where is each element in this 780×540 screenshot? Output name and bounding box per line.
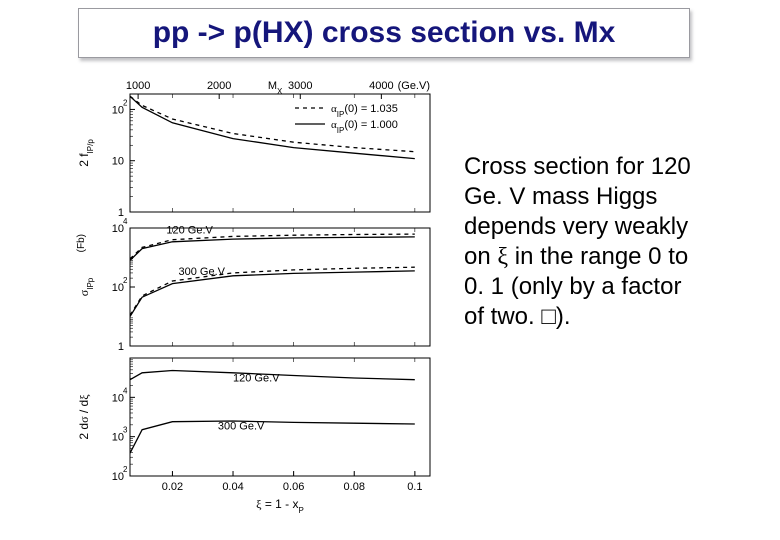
svg-text:0.1: 0.1 bbox=[407, 481, 422, 493]
svg-text:σIPp: σIPp bbox=[77, 277, 95, 296]
svg-text:1000: 1000 bbox=[126, 80, 150, 92]
svg-text:0.06: 0.06 bbox=[283, 481, 304, 493]
svg-text:2: 2 bbox=[123, 98, 128, 107]
expl-line5: 0. 1 (only by a factor bbox=[464, 273, 681, 300]
svg-text:αIP(0) = 1.000: αIP(0) = 1.000 bbox=[331, 119, 398, 135]
expl-line3: depends very weakly bbox=[464, 213, 688, 240]
svg-text:0.02: 0.02 bbox=[162, 481, 183, 493]
expl-line4b: in the range 0 to bbox=[508, 243, 688, 270]
svg-text:2 dσ / dξ: 2 dσ / dξ bbox=[77, 394, 91, 440]
svg-text:3: 3 bbox=[123, 426, 128, 435]
expl-line2: Ge. V mass Higgs bbox=[464, 183, 657, 210]
expl-line1: Cross section for 120 bbox=[464, 153, 691, 180]
svg-text:ξ = 1 - xP: ξ = 1 - xP bbox=[256, 497, 304, 515]
svg-text:αIP(0) = 1.035: αIP(0) = 1.035 bbox=[331, 103, 398, 119]
svg-text:300 Ge.V: 300 Ge.V bbox=[218, 421, 265, 433]
svg-text:2 fIP/p: 2 fIP/p bbox=[77, 139, 95, 167]
svg-text:4: 4 bbox=[123, 386, 128, 395]
svg-text:0.08: 0.08 bbox=[344, 481, 365, 493]
svg-text:(Ge.V): (Ge.V) bbox=[398, 80, 430, 92]
xi-symbol: ξ bbox=[497, 244, 508, 270]
svg-text:120 Ge.V: 120 Ge.V bbox=[166, 225, 213, 237]
svg-text:MX: MX bbox=[268, 80, 283, 96]
chart: 1000200030004000MX(Ge.V)1101022 fIP/p110… bbox=[72, 70, 442, 525]
chart-svg: 1000200030004000MX(Ge.V)1101022 fIP/p110… bbox=[72, 70, 442, 525]
svg-text:10: 10 bbox=[112, 156, 124, 168]
svg-text:4000: 4000 bbox=[369, 80, 393, 92]
expl-line4a: on bbox=[464, 243, 497, 270]
expl-line6: of two. □). bbox=[464, 303, 571, 330]
svg-text:2: 2 bbox=[123, 465, 128, 474]
slide-title: pp -> p(HX) cross section vs. Mx bbox=[78, 8, 690, 58]
svg-text:1: 1 bbox=[118, 341, 124, 353]
svg-text:3000: 3000 bbox=[288, 80, 312, 92]
svg-text:4: 4 bbox=[123, 217, 128, 226]
svg-text:0.04: 0.04 bbox=[222, 481, 243, 493]
svg-text:300 Ge.V: 300 Ge.V bbox=[178, 266, 225, 278]
svg-text:120 Ge.V: 120 Ge.V bbox=[233, 373, 280, 385]
svg-text:2: 2 bbox=[123, 276, 128, 285]
svg-text:2000: 2000 bbox=[207, 80, 231, 92]
svg-text:(Fb): (Fb) bbox=[76, 234, 87, 252]
explanation-text: Cross section for 120 Ge. V mass Higgs d… bbox=[464, 152, 764, 332]
